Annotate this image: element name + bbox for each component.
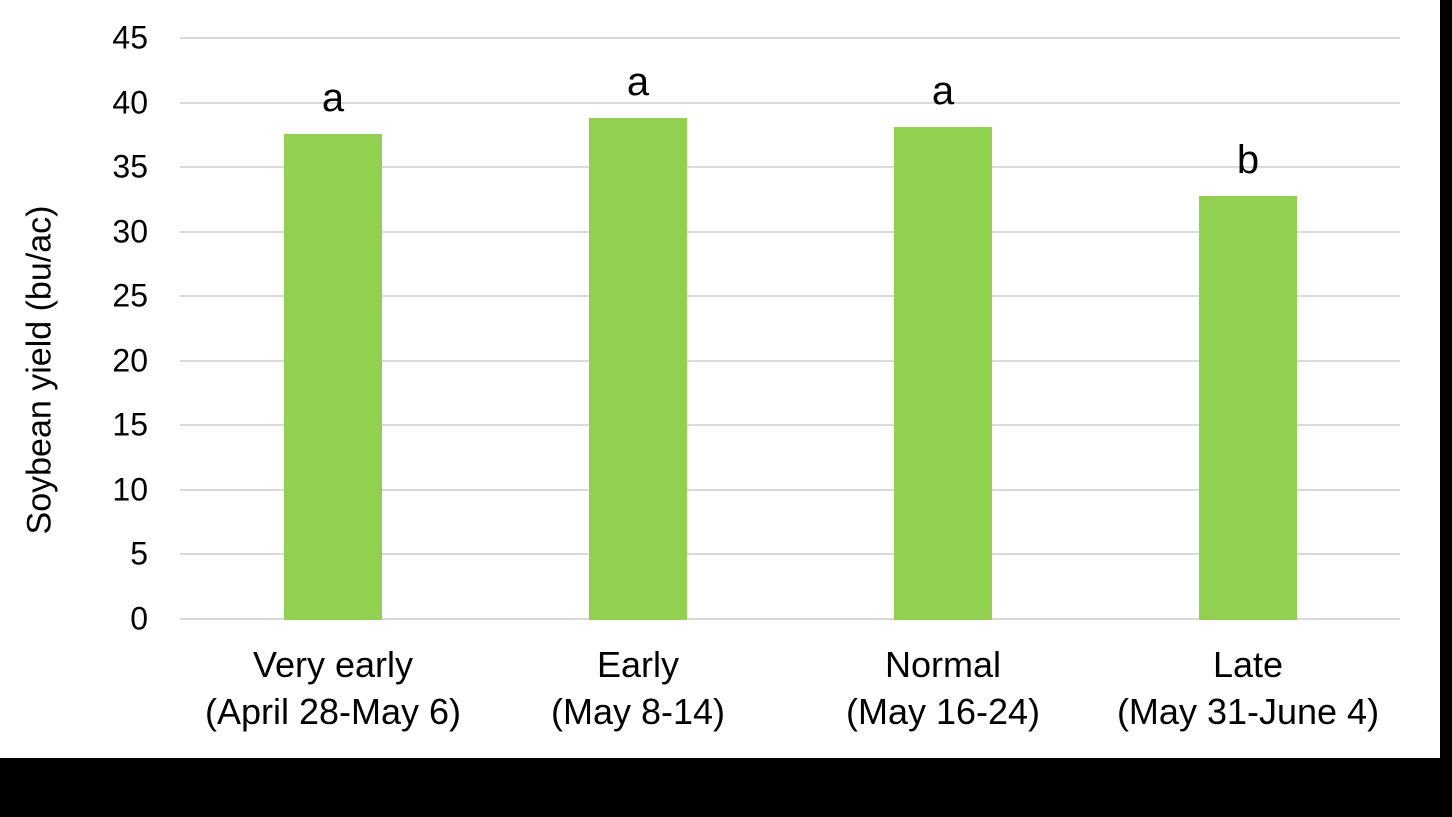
y-tick-label-30: 30 — [112, 213, 148, 250]
category-date-range: (May 16-24) — [845, 691, 1041, 732]
y-tick-label-20: 20 — [112, 342, 148, 379]
y-tick-label-15: 15 — [112, 406, 148, 443]
category-name: Late — [1212, 644, 1284, 685]
y-tick-label-35: 35 — [112, 148, 148, 185]
gridline-y-20 — [180, 360, 1400, 362]
x-category-label-1: Very early (April 28-May 6) — [205, 641, 461, 735]
y-tick-label-40: 40 — [112, 84, 148, 121]
y-tick-label-10: 10 — [112, 471, 148, 508]
bar-chart: Soybean yield (bu/ac) 0 5 10 15 20 25 30 35 40 45… — [0, 0, 1440, 758]
significance-letter-3: a — [931, 69, 955, 113]
category-name: Early — [596, 644, 680, 685]
gridline-y-35 — [180, 166, 1400, 168]
category-name: Very early — [252, 644, 414, 685]
category-date-range: (April 28-May 6) — [204, 691, 462, 732]
gridline-y-15 — [180, 424, 1400, 426]
bar-very-early — [284, 134, 382, 620]
category-date-range: (May 31-June 4) — [1116, 691, 1380, 732]
y-tick-label-25: 25 — [112, 277, 148, 314]
gridline-y-45 — [180, 37, 1400, 39]
y-tick-label-45: 45 — [112, 19, 148, 56]
bar-early — [589, 118, 687, 620]
y-tick-label-5: 5 — [130, 535, 148, 572]
y-tick-label-0: 0 — [130, 600, 148, 637]
gridline-y-40 — [180, 102, 1400, 104]
bar-late — [1199, 196, 1297, 620]
significance-letter-1: a — [321, 76, 345, 120]
bar-normal — [894, 127, 992, 620]
x-category-label-2: Early (May 8-14) — [551, 641, 725, 735]
significance-letter-2: a — [626, 60, 650, 104]
gridline-y-25 — [180, 295, 1400, 297]
gridline-y-30 — [180, 231, 1400, 233]
category-date-range: (May 8-14) — [550, 691, 726, 732]
gridline-y-5 — [180, 553, 1400, 555]
x-category-label-4: Late (May 31-June 4) — [1117, 641, 1379, 735]
x-category-label-3: Normal (May 16-24) — [846, 641, 1040, 735]
category-name: Normal — [884, 644, 1001, 685]
significance-letter-4: b — [1236, 138, 1260, 182]
gridline-y-10 — [180, 489, 1400, 491]
gridline-y-0 — [180, 618, 1400, 620]
